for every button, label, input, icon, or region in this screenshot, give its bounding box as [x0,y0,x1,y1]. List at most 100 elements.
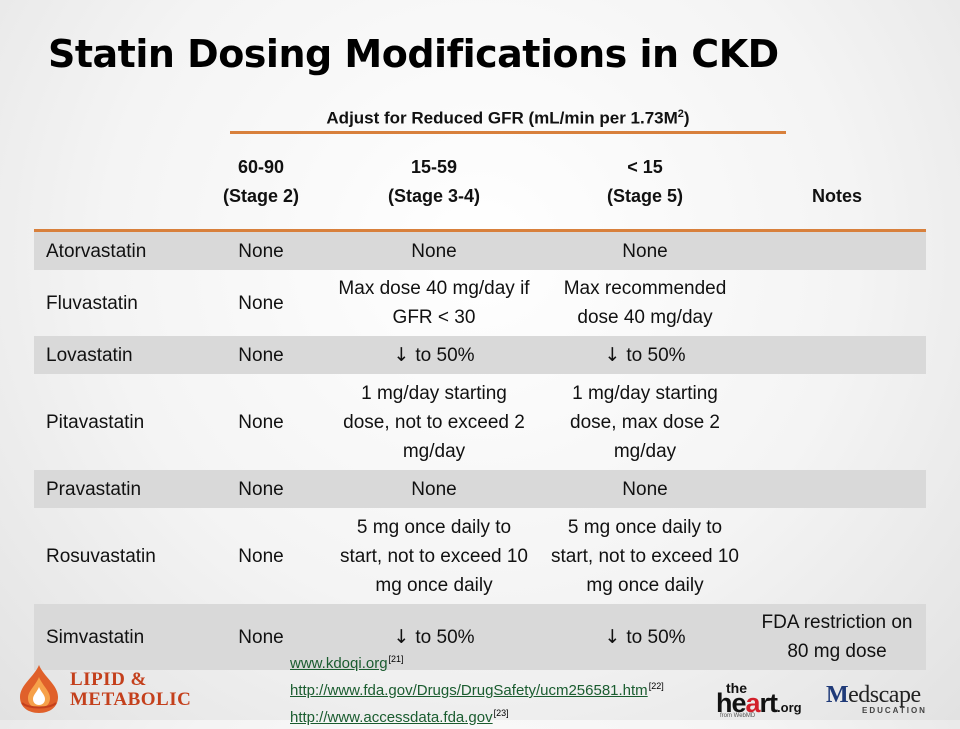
theheart-the: the [726,680,747,696]
gfr-group-header-text: Adjust for Reduced GFR (mL/min per 1.73M [326,108,678,128]
stage5-cell: None [542,470,748,508]
stage2-cell: None [238,411,284,433]
notes-cell [748,270,926,336]
reference-item: www.kdoqi.org[21] [290,648,664,675]
reference-item: http://www.accessdata.fda.gov[23] [290,702,664,729]
stage5-cell: None [542,230,748,270]
medscape-education-logo: Medscape EDUCATION [826,682,936,716]
stage34-cell: None [326,470,542,508]
reference-link[interactable]: http://www.fda.gov/Drugs/DrugSafety/ucm2… [290,682,648,699]
table-header-row: 60-90 (Stage 2) 15-59 (Stage 3-4) < 15 (Sta… [34,134,926,232]
notes-text: FDA restriction on 80 mg dose [761,612,913,662]
stage5-text: 5 mg once daily to start, not to exceed … [550,516,739,596]
notes-cell: FDA restriction on 80 mg dose [748,604,926,670]
stage34-text: 1 mg/day starting dose, not to exceed 2 … [343,382,525,462]
stage5-cell: 1 mg/day starting dose, max dose 2 mg/da… [542,374,748,470]
stage2-cell: None [196,336,326,374]
lipid-metabolic-wordmark: LIPID & METABOLIC [70,670,191,710]
stage34-cell: Max dose 40 mg/day if GFR < 30 [326,270,542,336]
table-row: Pitavastatin None 1 mg/day starting dose… [34,374,926,470]
reference-number: [21] [388,654,404,664]
stage5-cell: 5 mg once daily to start, not to exceed … [542,508,748,604]
column-header-stage2: 60-90 (Stage 2) [196,134,326,232]
medscape-education-label: EDUCATION [862,706,927,715]
column-header-notes-label: Notes [811,185,862,206]
theheart-wordmark: heart.org [716,688,802,719]
drug-name-cell: Rosuvastatin [46,545,156,567]
slide-footer: LIPID & METABOLIC www.kdoqi.org[21] http… [0,640,960,726]
theheart-part-b: a [745,688,761,718]
notes-cell [748,374,926,470]
drug-name-cell: Lovastatin [34,336,196,374]
table-row: Simvastatin None ↓ to 50% ↓ to 50% FDA res… [34,604,926,670]
down-arrow-icon: ↓ [604,343,621,366]
lipid-metabolic-line2: METABOLIC [70,689,192,710]
column-header-notes: Notes [748,134,926,232]
stage5-cell: Max recommended dose 40 mg/day [542,270,748,336]
table-row: Rosuvastatin None 5 mg once daily to sta… [34,508,926,604]
reference-links: www.kdoqi.org[21] http://www.fda.gov/Dru… [290,648,664,729]
column-header-stage2-label: (Stage 2) [222,185,300,206]
stage34-cell: ↓ to 50% [326,336,542,374]
lipid-metabolic-logo: LIPID & METABOLIC [14,663,204,715]
stage34-text: Max dose 40 mg/day if GFR < 30 [338,278,530,328]
stage2-cell: None [196,230,326,270]
reference-number: [23] [493,708,509,718]
stage34-text: to 50% [415,626,475,648]
medscape-m: M [826,682,849,708]
down-arrow-icon: ↓ [393,625,410,648]
stage2-cell: None [238,545,284,567]
column-header-stage34-range: 15-59 [410,156,458,177]
stage34-cell: 5 mg once daily to start, not to exceed … [326,508,542,604]
stage2-cell: None [238,292,284,314]
stage2-cell: None [196,604,326,670]
notes-cell [748,470,926,508]
theheart-part-a: he [716,688,746,718]
medscape-wordmark: Medscape [826,682,921,709]
column-header-stage5-label: (Stage 5) [606,185,684,206]
theheart-org-logo: the heart.org from WebMD [716,680,808,719]
theheart-from-webmd: from WebMD [720,713,756,719]
notes-cell [748,230,926,270]
theheart-org-suffix: .org [777,700,802,715]
reference-number: [22] [648,681,664,691]
notes-cell [748,508,926,604]
stage5-text: 1 mg/day starting dose, max dose 2 mg/da… [570,382,720,462]
statin-dosing-table: 60-90 (Stage 2) 15-59 (Stage 3-4) < 15 (Sta… [34,134,926,670]
stage5-text: to 50% [626,344,686,366]
table-row: Fluvastatin None Max dose 40 mg/day if G… [34,270,926,336]
column-header-stage5: < 15 (Stage 5) [542,134,748,232]
column-header-stage34-label: (Stage 3-4) [387,185,481,206]
medscape-rest: edscape [848,682,921,708]
column-header-stage5-range: < 15 [627,156,663,177]
drug-name-cell: Simvastatin [34,604,196,670]
stage2-cell: None [196,470,326,508]
stage34-cell: 1 mg/day starting dose, not to exceed 2 … [326,374,542,470]
reference-link[interactable]: www.kdoqi.org [290,655,388,672]
reference-item: http://www.fda.gov/Drugs/DrugSafety/ucm2… [290,675,664,702]
lipid-metabolic-line1: LIPID & [70,669,147,690]
gfr-group-header-close: ) [683,108,690,128]
drug-name-cell: Pravastatin [34,470,196,508]
drug-name-cell: Fluvastatin [46,292,138,314]
drug-name-cell: Pitavastatin [46,411,145,433]
stage34-cell: None [326,230,542,270]
stage34-text: to 50% [415,344,475,366]
column-header-stage2-range: 60-90 [237,156,285,177]
flame-droplet-icon [20,665,58,713]
stage5-cell: ↓ to 50% [542,604,748,670]
reference-link[interactable]: http://www.accessdata.fda.gov [290,709,493,726]
stage5-cell: ↓ to 50% [542,336,748,374]
stage34-cell: ↓ to 50% [326,604,542,670]
table-row: Pravastatin None None None [34,470,926,508]
column-header-drug [34,134,196,232]
gfr-group-header: Adjust for Reduced GFR (mL/min per 1.73M… [230,100,786,134]
notes-cell [748,336,926,374]
down-arrow-icon: ↓ [604,625,621,648]
gfr-group-header-superscript: 2 [677,108,684,120]
drug-name-cell: Atorvastatin [34,230,196,270]
slide-title: Statin Dosing Modifications in CKD [48,32,779,76]
column-header-stage34: 15-59 (Stage 3-4) [326,134,542,232]
theheart-part-c: rt [759,688,778,718]
stage5-text: to 50% [626,626,686,648]
